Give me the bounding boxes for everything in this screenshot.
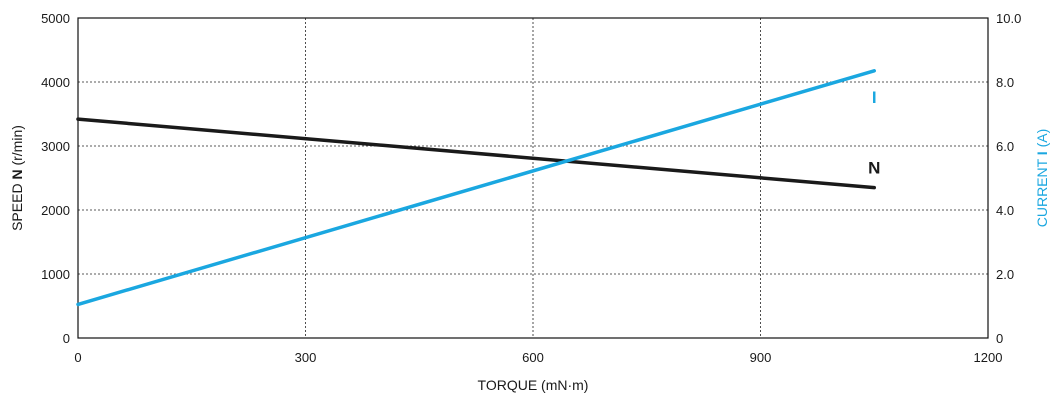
y-left-title-symbol: N [9, 169, 25, 179]
plot-frame [77, 17, 989, 339]
y-right-tick-label: 4.0 [996, 203, 1014, 218]
x-tick-label: 300 [295, 350, 317, 365]
series-labels: NI [868, 88, 880, 178]
x-tick-label: 1200 [974, 350, 1003, 365]
y-right-tick-label: 2.0 [996, 267, 1014, 282]
series-label-n: N [868, 159, 880, 178]
y-right-title-prefix: CURRENT [1034, 155, 1050, 227]
y-right-title-suffix: (A) [1034, 129, 1050, 152]
grid-lines [78, 18, 988, 338]
y-left-tick-label: 1000 [41, 267, 70, 282]
series-line-n [76, 117, 876, 190]
y-right-tick-label: 0 [996, 331, 1003, 346]
y-left-axis-title: SPEED N (r/min) [9, 125, 25, 231]
y-right-tick-label: 6.0 [996, 139, 1014, 154]
y-left-tick-label: 2000 [41, 203, 70, 218]
x-tick-label: 900 [750, 350, 772, 365]
y-right-axis-title: CURRENT I (A) [1034, 129, 1050, 228]
series-lines [76, 69, 876, 307]
y-left-title-suffix: (r/min) [9, 125, 25, 169]
y-right-tick-label: 8.0 [996, 75, 1014, 90]
series-line-i [76, 69, 876, 307]
y-left-tick-label: 5000 [41, 11, 70, 26]
tick-labels: 0 300 600 900 1200 0 1000 2000 3000 4000 5000 0 2.0 4… [41, 11, 1021, 365]
x-tick-label: 0 [74, 350, 81, 365]
x-tick-label: 600 [522, 350, 544, 365]
y-left-tick-label: 0 [63, 331, 70, 346]
y-right-tick-label: 10.0 [996, 11, 1021, 26]
y-right-title-symbol: I [1034, 151, 1050, 155]
series-label-i: I [872, 88, 877, 107]
y-left-tick-label: 3000 [41, 139, 70, 154]
x-axis-title: TORQUE (mN·m) [478, 377, 589, 393]
y-left-tick-label: 4000 [41, 75, 70, 90]
y-left-title-prefix: SPEED [9, 180, 25, 231]
